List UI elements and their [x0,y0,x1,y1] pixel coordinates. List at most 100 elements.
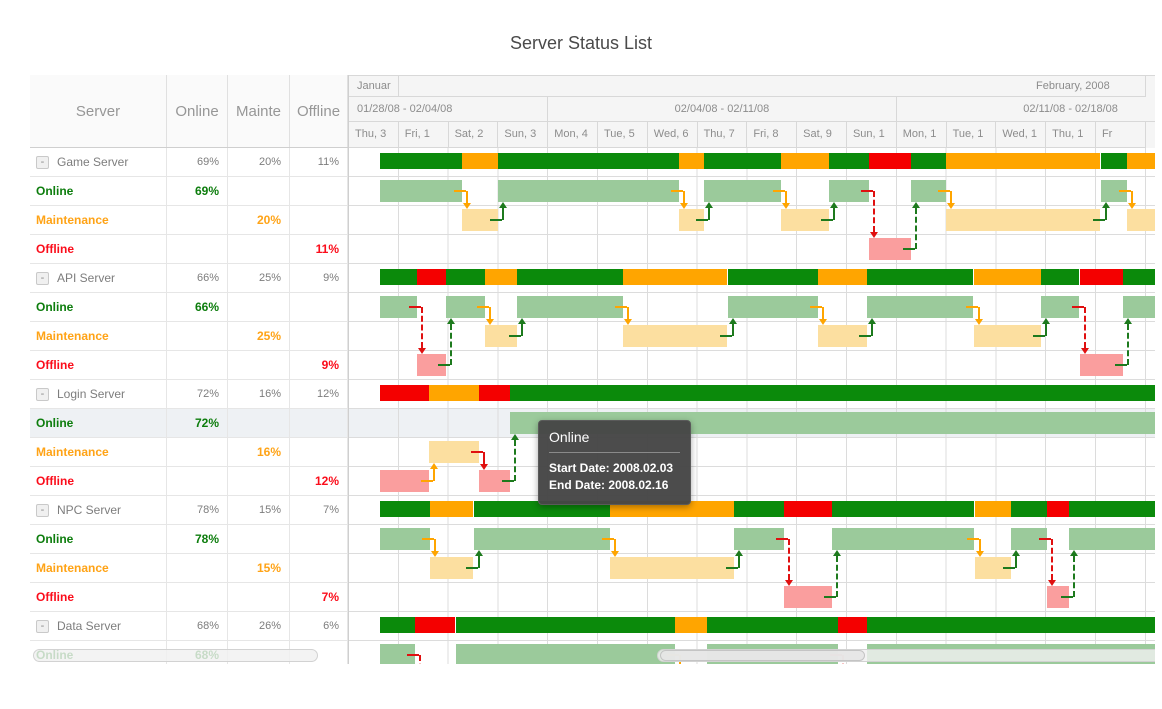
summary-bar-maintenance[interactable] [679,153,704,169]
table-row-offline[interactable]: Offline 11% [30,235,348,264]
table-row-online[interactable]: Online 72% [30,409,348,438]
summary-bar-offline[interactable] [837,617,868,633]
table-row-summary[interactable]: - API Server 66% 25% 9% [30,264,348,293]
gantt-bar-online[interactable] [379,528,431,550]
gantt-bar-maintenance[interactable] [780,209,829,231]
gantt-bar-online[interactable] [517,296,624,318]
gantt-bar-maintenance[interactable] [485,325,518,347]
gantt-bar-maintenance[interactable] [462,209,498,231]
summary-bar-online[interactable] [1100,153,1128,169]
gantt-bar-online[interactable] [867,296,974,318]
summary-bar-offline[interactable] [1046,501,1070,517]
chart-horizontal-scrollbar[interactable] [657,649,1155,662]
gantt-bar-maintenance[interactable] [1127,209,1155,231]
gantt-bar-online[interactable] [828,180,870,202]
summary-bar-online[interactable] [706,617,838,633]
gantt-bar-online[interactable] [832,528,975,550]
table-row-online[interactable]: Online 66% [30,293,348,322]
summary-bar-online[interactable] [445,269,485,285]
summary-bar-maintenance[interactable] [485,269,518,285]
summary-bar-maintenance[interactable] [610,501,734,517]
gantt-bar-maintenance[interactable] [818,325,868,347]
summary-bar-maintenance[interactable] [462,153,498,169]
gantt-bar-online[interactable] [497,180,680,202]
summary-bar-online[interactable] [867,269,974,285]
gantt-bar-online[interactable] [1069,528,1155,550]
collapse-button[interactable]: - [36,271,49,285]
collapse-button[interactable]: - [36,503,49,517]
summary-bar-online[interactable] [1069,501,1155,517]
gantt-bar-online[interactable] [1010,528,1047,550]
table-row-summary[interactable]: - NPC Server 78% 15% 7% [30,496,348,525]
summary-bar-online[interactable] [379,617,416,633]
gantt-bar-maintenance[interactable] [430,557,474,579]
gantt-bar-online[interactable] [379,644,416,664]
gantt-bar-online[interactable] [911,180,946,202]
summary-bar-online[interactable] [828,153,870,169]
table-row-online[interactable]: Online 69% [30,177,348,206]
gantt-bar-maintenance[interactable] [679,209,704,231]
table-row-offline[interactable]: Offline 12% [30,467,348,496]
summary-bar-online[interactable] [727,269,819,285]
summary-bar-online[interactable] [911,153,946,169]
chart-horizontal-scrollbar-thumb[interactable] [660,650,865,661]
gantt-bar-offline[interactable] [379,470,430,492]
gantt-bar-online[interactable] [727,296,819,318]
table-row-summary[interactable]: - Data Server 68% 26% 6% [30,612,348,641]
collapse-button[interactable]: - [36,619,49,633]
table-horizontal-scrollbar[interactable] [33,649,318,662]
summary-bar-online[interactable] [867,617,1155,633]
gantt-bar-maintenance[interactable] [610,557,734,579]
summary-bar-online[interactable] [832,501,975,517]
gantt-bar-online[interactable] [455,644,676,664]
gantt-bar-online[interactable] [1100,180,1128,202]
gantt-bar-maintenance[interactable] [945,209,1101,231]
table-row-summary[interactable]: - Login Server 72% 16% 12% [30,380,348,409]
summary-bar-maintenance[interactable] [430,501,474,517]
collapse-button[interactable]: - [36,387,49,401]
gantt-bar-online[interactable] [473,528,611,550]
summary-bar-maintenance[interactable] [429,385,479,401]
gantt-bar-maintenance[interactable] [973,325,1041,347]
summary-bar-maintenance[interactable] [780,153,829,169]
summary-bar-maintenance[interactable] [1127,153,1155,169]
summary-bar-online[interactable] [379,501,431,517]
table-row-maintenance[interactable]: Maintenance 15% [30,554,348,583]
summary-bar-online[interactable] [1123,269,1155,285]
summary-bar-offline[interactable] [415,617,456,633]
collapse-button[interactable]: - [36,155,49,169]
gantt-bar-offline[interactable] [784,586,833,608]
gantt-bar-online[interactable] [734,528,785,550]
gantt-bar-online[interactable] [379,296,418,318]
summary-bar-online[interactable] [497,153,680,169]
gantt-bar-offline[interactable] [417,354,446,376]
gantt-bar-online[interactable] [703,180,781,202]
summary-bar-online[interactable] [455,617,676,633]
table-row-maintenance[interactable]: Maintenance 16% [30,438,348,467]
gantt-bar-online[interactable] [1040,296,1080,318]
gantt-bar-maintenance[interactable] [974,557,1011,579]
summary-bar-offline[interactable] [379,385,430,401]
summary-bar-online[interactable] [517,269,624,285]
summary-bar-offline[interactable] [479,385,510,401]
summary-bar-online[interactable] [1040,269,1080,285]
summary-bar-offline[interactable] [784,501,833,517]
gantt-bar-maintenance[interactable] [623,325,728,347]
summary-bar-maintenance[interactable] [623,269,728,285]
summary-bar-online[interactable] [734,501,785,517]
summary-bar-online[interactable] [379,269,418,285]
gantt-bar-maintenance[interactable] [429,441,479,463]
summary-bar-maintenance[interactable] [974,501,1011,517]
table-row-summary[interactable]: - Game Server 69% 20% 11% [30,148,348,177]
summary-bar-maintenance[interactable] [675,617,707,633]
summary-bar-online[interactable] [473,501,611,517]
gantt-bar-offline[interactable] [1046,586,1070,608]
summary-bar-maintenance[interactable] [973,269,1041,285]
gantt-bar-offline[interactable] [869,238,912,260]
table-row-offline[interactable]: Offline 9% [30,351,348,380]
gantt-bar-online[interactable] [379,180,463,202]
summary-bar-maintenance[interactable] [818,269,868,285]
summary-bar-offline[interactable] [1079,269,1124,285]
table-row-offline[interactable]: Offline 7% [30,583,348,612]
table-row-online[interactable]: Online 78% [30,525,348,554]
